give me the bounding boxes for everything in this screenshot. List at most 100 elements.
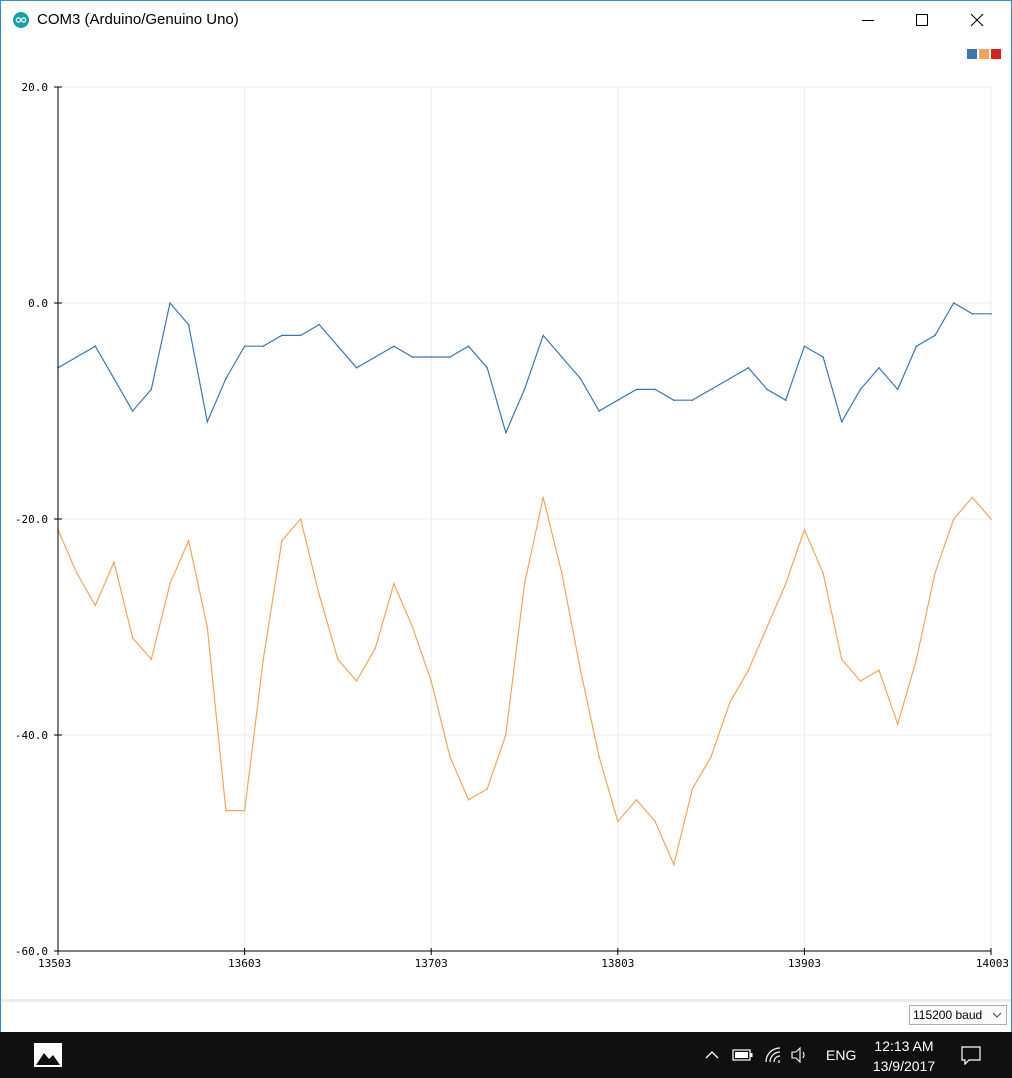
series-2-point	[374, 647, 377, 650]
series-2-point	[430, 680, 433, 682]
toolbar-divider	[1, 999, 1011, 1002]
baud-rate-value: 115200 baud	[913, 1008, 983, 1022]
clock-date: 13/9/2017	[872, 1058, 936, 1074]
series-1-point	[561, 356, 563, 358]
series-2-point	[486, 788, 488, 790]
chevron-down-icon	[992, 1012, 1002, 1018]
series-2-point	[150, 658, 153, 661]
series-2-point	[990, 518, 992, 520]
series-1-point	[878, 367, 880, 369]
series-1-point	[411, 356, 414, 358]
x-tick-label: 13503	[38, 957, 71, 970]
series-1-point	[990, 313, 992, 315]
series-2-line	[57, 496, 992, 867]
series-2-point	[467, 799, 470, 801]
series-2-point	[243, 809, 246, 812]
series-1-point	[654, 388, 656, 391]
series-1-point	[728, 377, 731, 380]
series-1-point	[840, 421, 843, 423]
series-1-point	[94, 345, 97, 348]
series-1-point	[131, 410, 134, 412]
series-2-point	[691, 788, 694, 790]
series-1-point	[896, 388, 899, 391]
series-1-point	[318, 323, 321, 326]
series-2-point	[393, 583, 395, 585]
series-2-point	[113, 561, 115, 563]
series-1-point	[150, 388, 153, 391]
series-2-point	[449, 755, 451, 758]
series-2-point	[952, 518, 955, 520]
bottom-toolbar: 115200 baud	[1, 999, 1011, 1032]
taskbar: ENG 12:13 AM 13/9/2017	[0, 1032, 1012, 1078]
close-icon	[970, 13, 984, 27]
series-2-point	[635, 799, 638, 801]
series-1-point	[747, 367, 750, 369]
baud-rate-select[interactable]: 115200 baud	[909, 1005, 1007, 1025]
legend-swatch-series-3	[991, 49, 1001, 59]
series-1-point	[915, 345, 918, 348]
series-1-point	[784, 399, 787, 402]
series-2-point	[505, 734, 507, 736]
language-indicator[interactable]: ENG	[826, 1047, 857, 1063]
series-legend	[967, 49, 1001, 59]
series-1-point	[75, 356, 78, 358]
series-1-point	[803, 345, 806, 348]
series-2-point	[859, 680, 862, 682]
series-1-point	[672, 399, 675, 402]
series-1-point	[467, 345, 470, 348]
series-2-point	[934, 572, 936, 574]
series-2-point	[299, 518, 302, 520]
series-1-point	[449, 356, 451, 358]
clock[interactable]: 12:13 AM 13/9/2017	[866, 1036, 942, 1076]
series-2-point	[710, 755, 712, 758]
series-2-point	[822, 572, 824, 574]
series-1-point	[579, 377, 582, 380]
series-1-point	[971, 313, 974, 315]
series-1-point	[374, 356, 377, 358]
series-2-point	[672, 863, 675, 866]
series-2-point	[784, 583, 787, 585]
clock-time: 12:13 AM	[874, 1038, 934, 1054]
series-2-point	[971, 496, 974, 499]
y-tick-label: -40.0	[15, 729, 48, 742]
series-1-point	[169, 302, 171, 304]
y-tick-label: 20.0	[22, 81, 49, 94]
close-button[interactable]	[951, 1, 1005, 39]
series-1-point	[542, 334, 544, 337]
battery-icon[interactable]	[732, 1049, 754, 1061]
maximize-button[interactable]	[896, 1, 950, 39]
series-1-point	[822, 356, 824, 358]
series-2-point	[225, 809, 227, 812]
series-2-point	[654, 820, 656, 823]
series-1-point	[505, 431, 507, 434]
y-tick-label: -20.0	[15, 513, 48, 526]
x-tick-label: 14003	[976, 957, 1009, 970]
serial-plotter-window: COM3 (Arduino/Genuino Uno) 20.0 0.0 -20.0 -…	[0, 0, 1012, 1032]
series-2-point	[318, 593, 321, 596]
series-2-point	[281, 539, 283, 542]
wifi-icon[interactable]	[764, 1046, 784, 1064]
series-1-point	[691, 399, 694, 402]
series-2-point	[915, 658, 918, 661]
series-1-point	[859, 388, 862, 391]
series-1-point	[225, 377, 227, 380]
chevron-up-icon[interactable]	[704, 1049, 720, 1061]
volume-icon[interactable]	[790, 1047, 810, 1063]
window-title: COM3 (Arduino/Genuino Uno)	[37, 11, 239, 28]
series-1-point	[393, 345, 395, 348]
series-1-point	[598, 410, 600, 412]
series-2-point	[617, 820, 619, 823]
series-1-point	[299, 334, 302, 337]
series-1-point	[766, 388, 768, 391]
photos-app-icon[interactable]	[26, 1038, 70, 1074]
series-2-point	[131, 637, 134, 639]
title-bar[interactable]: COM3 (Arduino/Genuino Uno)	[1, 1, 1011, 39]
minimize-button[interactable]	[842, 1, 896, 39]
notification-icon[interactable]	[960, 1045, 982, 1065]
series-2-point	[187, 539, 190, 542]
x-tick-label: 13803	[601, 957, 634, 970]
series-2-point	[728, 701, 731, 704]
series-2-point	[878, 669, 880, 671]
